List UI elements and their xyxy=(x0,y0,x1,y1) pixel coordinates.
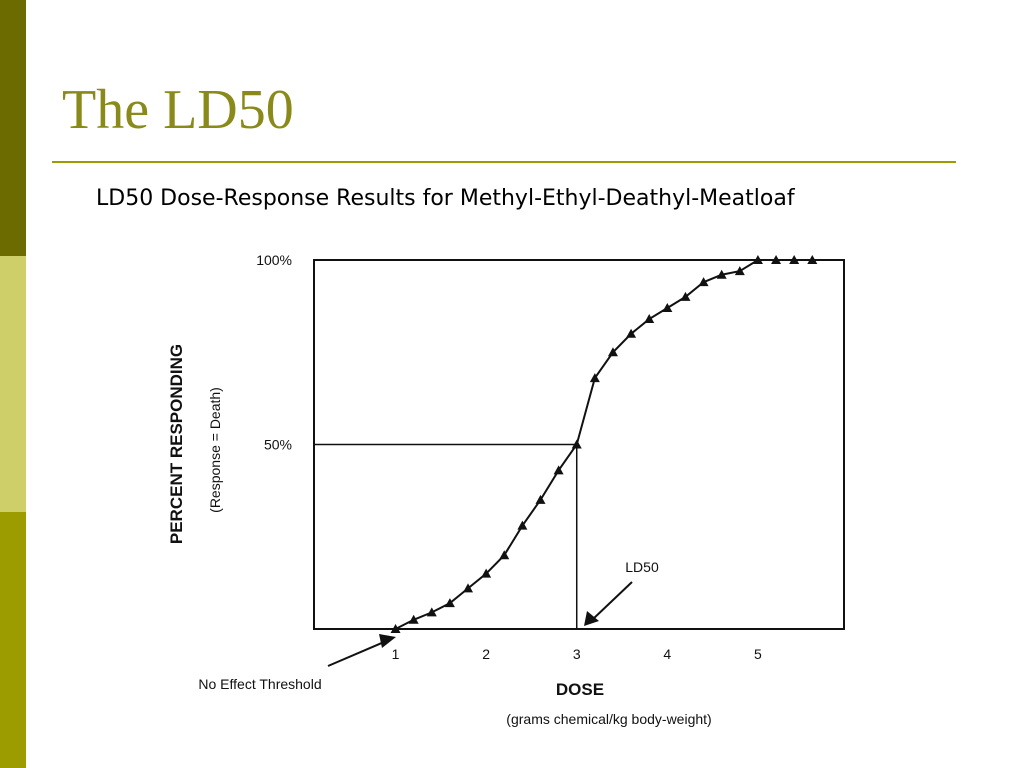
response-series xyxy=(390,255,818,633)
ld50-reference-lines xyxy=(314,443,578,629)
x-axis-title: DOSE xyxy=(556,680,604,699)
sidebar-middle-accent xyxy=(0,256,26,512)
data-point-marker xyxy=(463,583,474,593)
x-tick-label: 2 xyxy=(482,646,490,662)
data-point-marker xyxy=(481,568,492,578)
data-point-marker xyxy=(626,328,637,338)
y-axis-subtitle: (Response = Death) xyxy=(207,387,223,513)
y-tick-label: 50% xyxy=(264,437,292,453)
title-divider xyxy=(52,161,956,163)
data-point-marker xyxy=(662,302,673,312)
no-effect-threshold-label: No Effect Threshold xyxy=(198,676,321,692)
ld50-arrowhead xyxy=(584,611,599,626)
x-tick-label: 5 xyxy=(754,646,762,662)
data-point-marker xyxy=(444,598,455,608)
ld50-annotation-label: LD50 xyxy=(625,559,659,575)
data-point-marker xyxy=(698,277,709,287)
data-point-marker xyxy=(644,314,655,324)
data-point-marker xyxy=(807,255,818,264)
slide-title: The LD50 xyxy=(62,79,294,141)
x-tick-label: 3 xyxy=(573,646,581,662)
data-point-marker xyxy=(390,624,401,633)
data-point-marker xyxy=(752,255,763,264)
axis-tick-labels: 1 2 3 4 5 50% 100% xyxy=(256,252,762,662)
sidebar-top-accent xyxy=(0,0,26,256)
data-point-marker xyxy=(680,291,691,301)
data-point-marker xyxy=(716,269,727,279)
data-point-marker xyxy=(607,347,618,357)
data-point-marker xyxy=(535,494,546,504)
data-point-marker xyxy=(553,465,564,475)
data-point-marker xyxy=(734,266,745,276)
data-point-marker xyxy=(499,550,510,560)
chart-caption: LD50 Dose-Response Results for Methyl-Et… xyxy=(96,186,795,211)
y-tick-label: 100% xyxy=(256,252,292,268)
x-tick-label: 1 xyxy=(392,646,400,662)
x-axis-subtitle: (grams chemical/kg body-weight) xyxy=(506,711,711,727)
y-axis-title: PERCENT RESPONDING xyxy=(167,344,186,544)
data-point-marker xyxy=(571,439,582,449)
ld50-arrow xyxy=(591,581,633,621)
no-effect-arrow xyxy=(327,641,385,667)
sidebar-bottom-accent xyxy=(0,512,26,768)
data-point-marker xyxy=(426,607,437,617)
data-point-marker xyxy=(771,255,782,264)
no-effect-arrowhead xyxy=(379,634,396,648)
data-point-marker xyxy=(408,614,419,624)
data-point-marker xyxy=(789,255,800,264)
data-point-marker xyxy=(589,373,600,383)
x-tick-label: 4 xyxy=(663,646,671,662)
data-point-marker xyxy=(517,520,528,530)
